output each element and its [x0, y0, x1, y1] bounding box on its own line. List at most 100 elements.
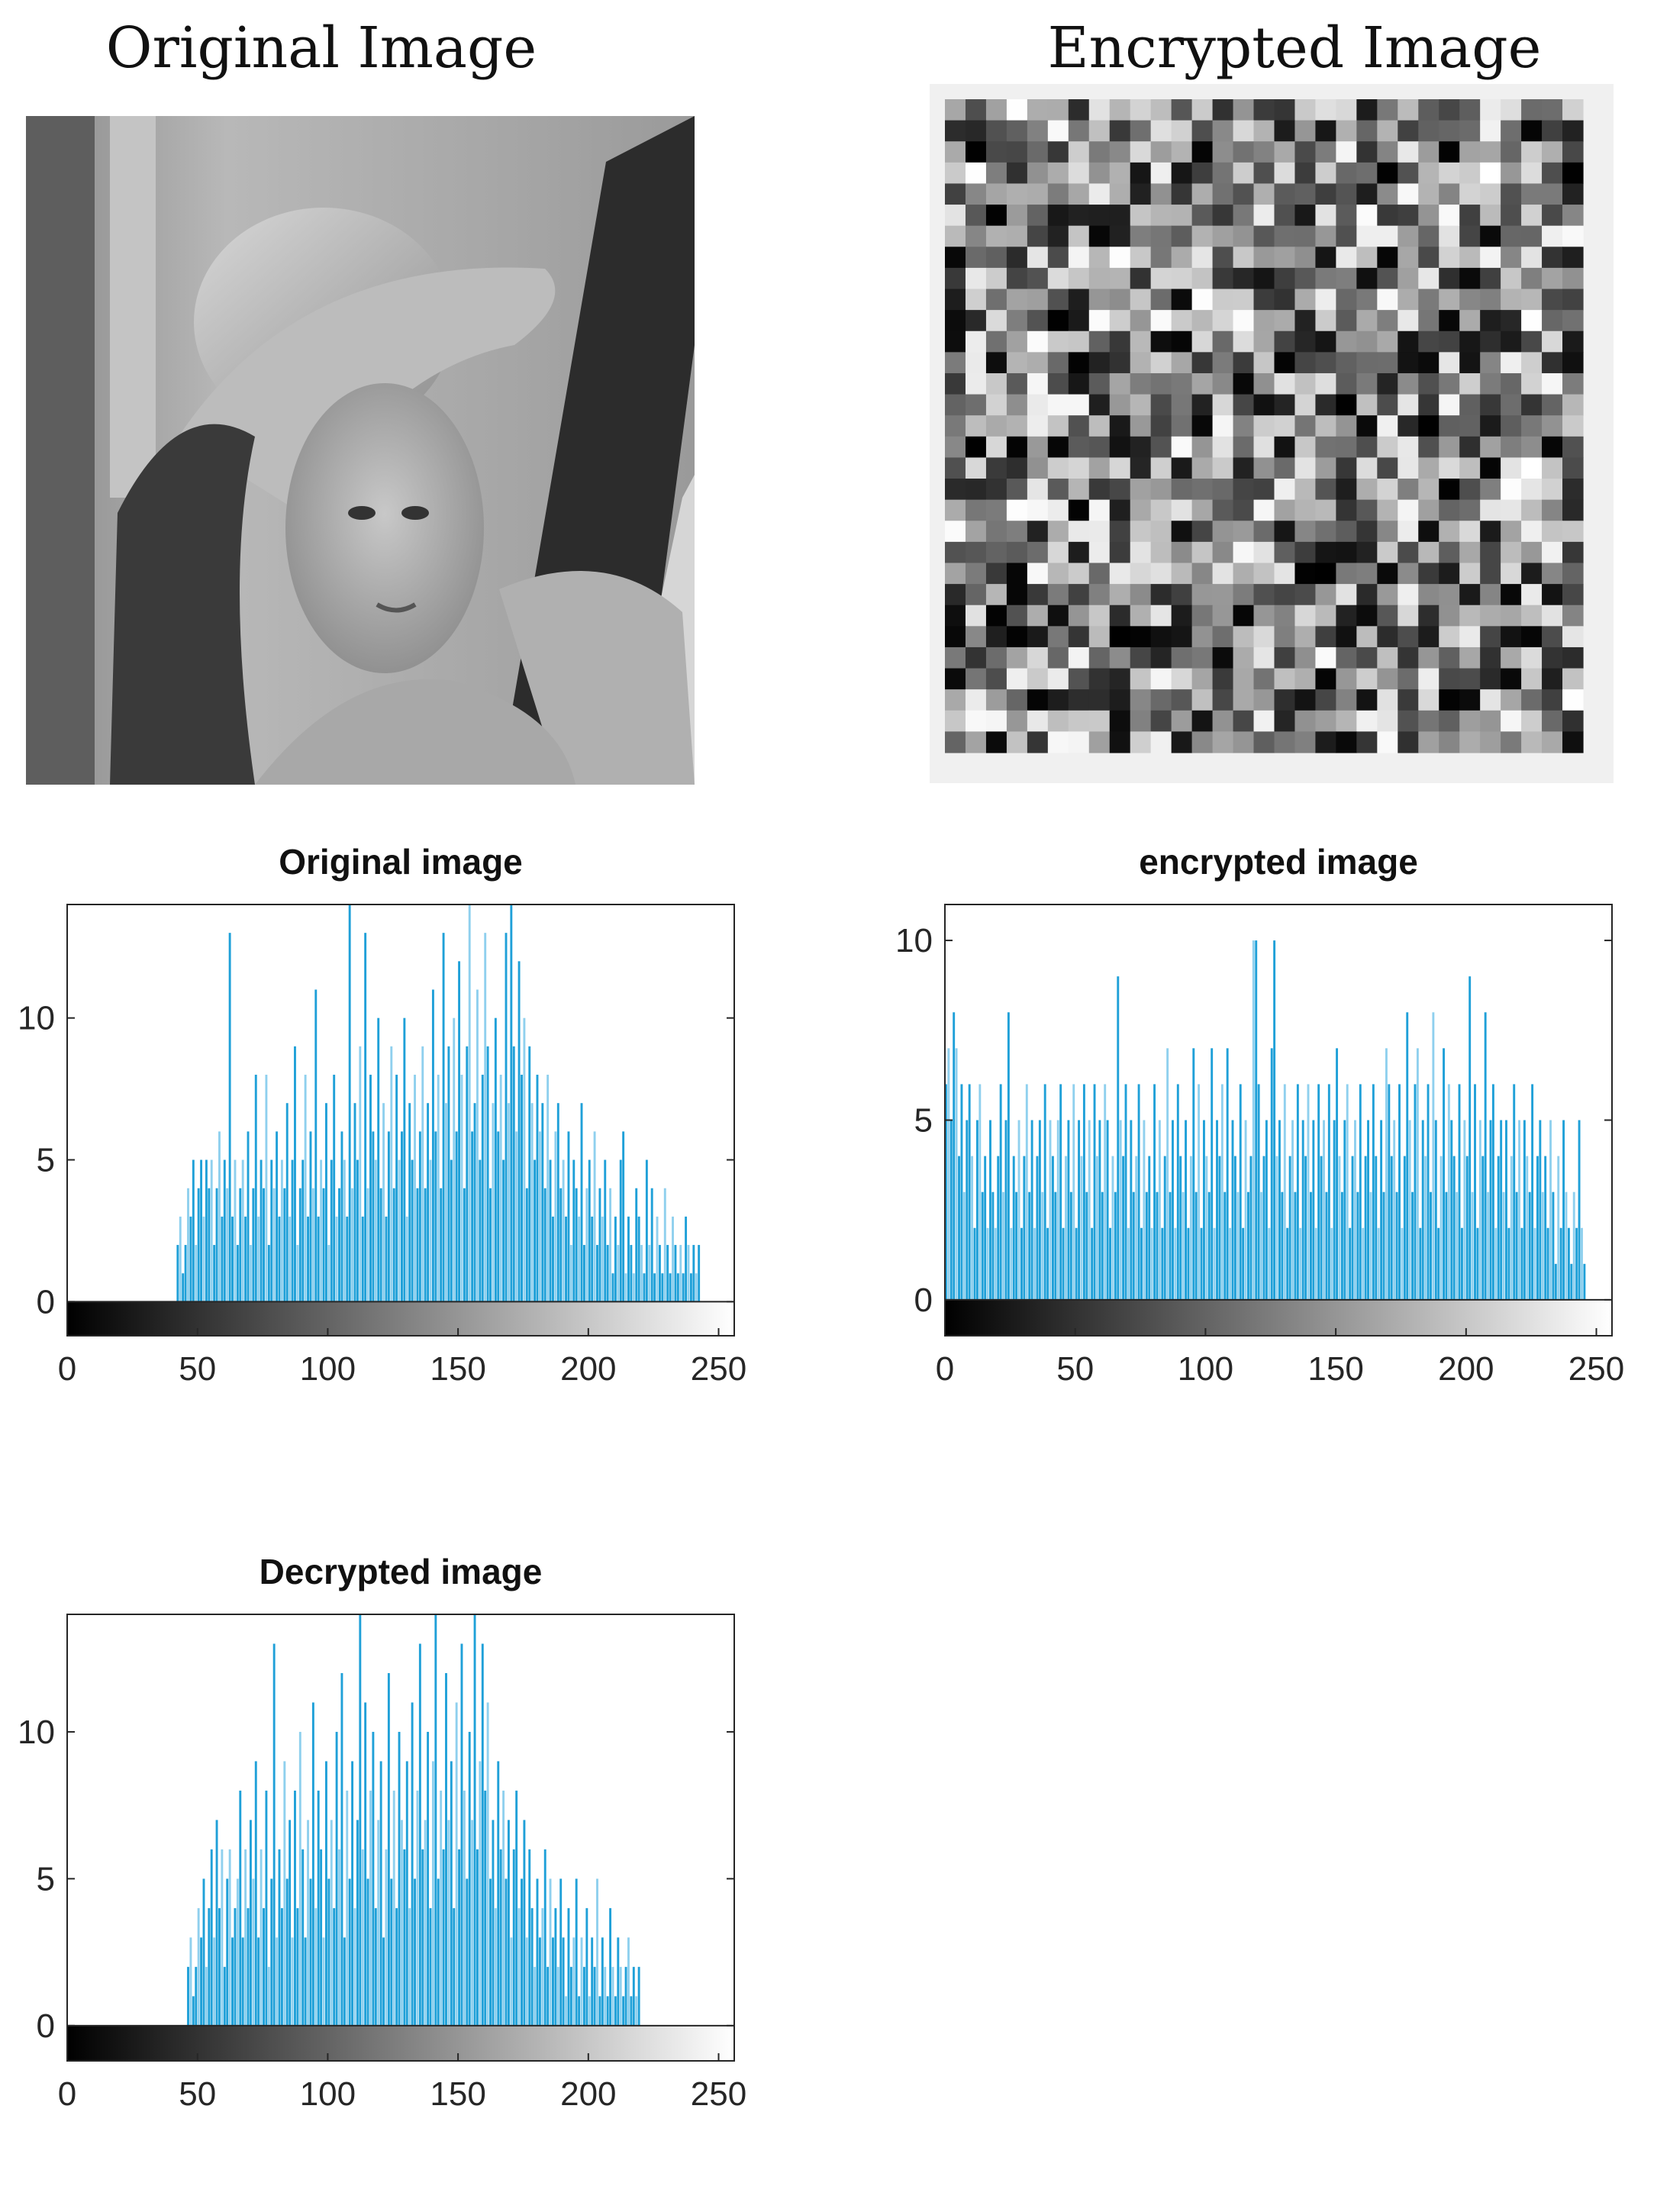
- mosaic-cell: [985, 541, 1007, 564]
- mosaic-cell: [1006, 394, 1028, 416]
- bar: [1069, 1191, 1072, 1300]
- bar: [1307, 1084, 1310, 1300]
- bar: [372, 1131, 375, 1302]
- mosaic-cell: [1068, 541, 1090, 564]
- mosaic-cell: [1562, 415, 1584, 437]
- mosaic-cell: [945, 372, 966, 395]
- mosaic-cell: [1006, 626, 1028, 648]
- bar: [1049, 1120, 1052, 1300]
- mosaic-cell: [1480, 247, 1501, 269]
- mosaic-cell: [1315, 668, 1336, 690]
- mosaic-cell: [1562, 541, 1584, 564]
- bar: [463, 1790, 466, 2026]
- mosaic-cell: [1294, 99, 1317, 121]
- mosaic-cell: [1006, 541, 1028, 564]
- mosaic-cell: [1006, 247, 1028, 269]
- mosaic-cell: [1501, 225, 1522, 247]
- mosaic-cell: [1027, 120, 1049, 142]
- mosaic-cell: [1088, 352, 1111, 374]
- mosaic-cell: [1171, 499, 1193, 521]
- mosaic-cell: [1521, 225, 1543, 247]
- bar: [510, 1937, 513, 2026]
- bar: [1416, 1048, 1419, 1300]
- bar: [379, 1188, 382, 1302]
- bar: [1419, 1227, 1422, 1300]
- bar: [968, 1084, 971, 1300]
- bar: [353, 1907, 356, 2026]
- mosaic-cell: [945, 352, 966, 374]
- mosaic-cell: [945, 499, 966, 521]
- bar: [280, 1907, 283, 2026]
- bar: [226, 1878, 229, 2026]
- mosaic-cell: [1150, 205, 1172, 227]
- mosaic-cell: [1027, 647, 1049, 669]
- mosaic-cell: [1088, 162, 1111, 185]
- mosaic-cell: [1109, 267, 1131, 290]
- mosaic-cell: [1521, 162, 1543, 185]
- bar: [546, 1966, 550, 2026]
- bar: [1172, 1120, 1174, 1300]
- bar: [1156, 1191, 1159, 1300]
- x-tick-label: 0: [58, 1350, 76, 1388]
- mosaic-cell: [1356, 247, 1378, 269]
- mosaic-cell: [1398, 668, 1419, 690]
- bar: [1510, 1156, 1513, 1300]
- mosaic-cell: [1068, 457, 1090, 479]
- bar: [366, 1878, 369, 2026]
- bar: [1533, 1227, 1536, 1300]
- bar: [637, 1216, 640, 1302]
- bar: [593, 1966, 596, 2026]
- mosaic-cell: [1501, 310, 1522, 332]
- mosaic-cell: [1212, 457, 1234, 479]
- mosaic-cell: [1521, 99, 1543, 121]
- bar: [528, 1046, 531, 1302]
- mosaic-cell: [1418, 372, 1439, 395]
- mosaic-cell: [1006, 162, 1028, 185]
- mosaic-cell: [1521, 436, 1543, 459]
- bar: [330, 1820, 333, 2026]
- bar: [617, 1937, 620, 2026]
- mosaic-cell: [1047, 521, 1069, 543]
- mosaic-cell: [1501, 605, 1522, 627]
- bar: [392, 1188, 395, 1302]
- bar: [958, 1156, 960, 1300]
- bar: [1260, 1191, 1262, 1300]
- mosaic-cell: [1088, 141, 1111, 163]
- mosaic-cell: [1294, 372, 1317, 395]
- bar: [179, 1216, 182, 1302]
- bar: [1578, 1120, 1581, 1300]
- bar: [340, 1672, 343, 2026]
- bar: [1520, 1227, 1523, 1300]
- mosaic-cell: [1109, 141, 1131, 163]
- x-tick-label: 200: [560, 2075, 616, 2113]
- mosaic-cell: [1130, 247, 1152, 269]
- mosaic-cell: [1377, 626, 1398, 648]
- mosaic-cell: [1027, 183, 1049, 205]
- mosaic-cell: [1212, 605, 1234, 627]
- mosaic-cell: [1027, 415, 1049, 437]
- mosaic-cell: [1109, 541, 1131, 564]
- mosaic-cell: [1191, 352, 1214, 374]
- bar: [945, 1084, 947, 1300]
- bar: [353, 1103, 356, 1302]
- bar: [1528, 1191, 1531, 1300]
- bar: [359, 1614, 362, 2026]
- mosaic-cell: [1501, 479, 1522, 501]
- mosaic-cell: [1150, 710, 1172, 732]
- bar: [236, 1245, 239, 1302]
- bar: [1291, 1120, 1294, 1300]
- mosaic-cell: [1480, 457, 1501, 479]
- mosaic-cell: [1294, 689, 1317, 711]
- bar: [356, 1159, 359, 1302]
- mosaic-cell: [1233, 415, 1255, 437]
- mosaic-cell: [1521, 331, 1543, 353]
- bar: [338, 1188, 340, 1302]
- mosaic-cell: [985, 521, 1007, 543]
- mosaic-cell: [985, 352, 1007, 374]
- mosaic-cell: [1315, 99, 1336, 121]
- bar: [580, 1103, 583, 1302]
- mosaic-cell: [1212, 352, 1234, 374]
- mosaic-cell: [1377, 605, 1398, 627]
- mosaic-cell: [1109, 563, 1131, 585]
- bar: [440, 1790, 443, 2026]
